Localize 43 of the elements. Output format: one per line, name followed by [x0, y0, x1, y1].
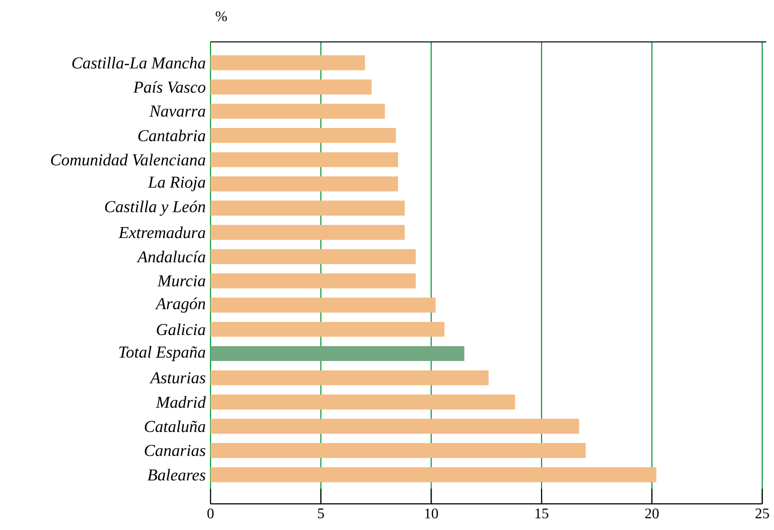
- bar: [210, 298, 436, 313]
- y-tick-label: Asturias: [149, 372, 206, 384]
- bar: [210, 346, 464, 362]
- x-tick-label: 0: [207, 508, 214, 519]
- bar: [210, 443, 586, 458]
- bar: [210, 55, 366, 70]
- bar: [210, 467, 656, 482]
- y-tick-label: Navarra: [149, 106, 206, 117]
- bar: [210, 104, 385, 119]
- bar: [210, 370, 489, 386]
- y-tick-label: Castilla-La Mancha: [72, 56, 206, 69]
- y-tick-label: Canarias: [144, 445, 206, 456]
- y-tick-label: Cataluña: [144, 420, 206, 432]
- y-tick-label: Castilla y León: [105, 200, 206, 216]
- y-tick-label: Comunidad Valenciana: [51, 154, 206, 166]
- y-tick-label: Andalucía: [136, 250, 206, 263]
- bar: [210, 152, 398, 168]
- x-tick-label: 5: [318, 508, 324, 518]
- x-tick-label: 25: [756, 508, 769, 518]
- bar: [210, 394, 516, 410]
- x-axis-title: %: [216, 11, 227, 22]
- bar: [210, 418, 580, 434]
- y-tick-label: Total España: [119, 346, 206, 362]
- y-tick-label: La Rioja: [148, 176, 206, 192]
- y-tick-label: Cantabria: [138, 130, 206, 142]
- bar: [210, 273, 416, 288]
- bar: [210, 322, 444, 337]
- bar: [210, 249, 416, 264]
- y-tick-label: Madrid: [156, 396, 206, 408]
- bar: [210, 128, 396, 144]
- bar: [210, 80, 372, 95]
- y-tick-label: Extremadura: [118, 226, 206, 238]
- y-tick-label: Aragón: [155, 298, 206, 313]
- y-tick-label: País Vasco: [133, 81, 206, 93]
- bar: [210, 225, 405, 240]
- x-tick-label: 10: [425, 508, 438, 519]
- x-tick-label: 20: [645, 508, 659, 519]
- y-tick-label: Murcia: [157, 275, 206, 287]
- y-tick-label: Baleares: [147, 469, 206, 481]
- bar: [210, 200, 405, 216]
- y-tick-label: Galicia: [156, 324, 206, 336]
- bar: [210, 176, 398, 192]
- x-tick-label: 15: [536, 508, 548, 518]
